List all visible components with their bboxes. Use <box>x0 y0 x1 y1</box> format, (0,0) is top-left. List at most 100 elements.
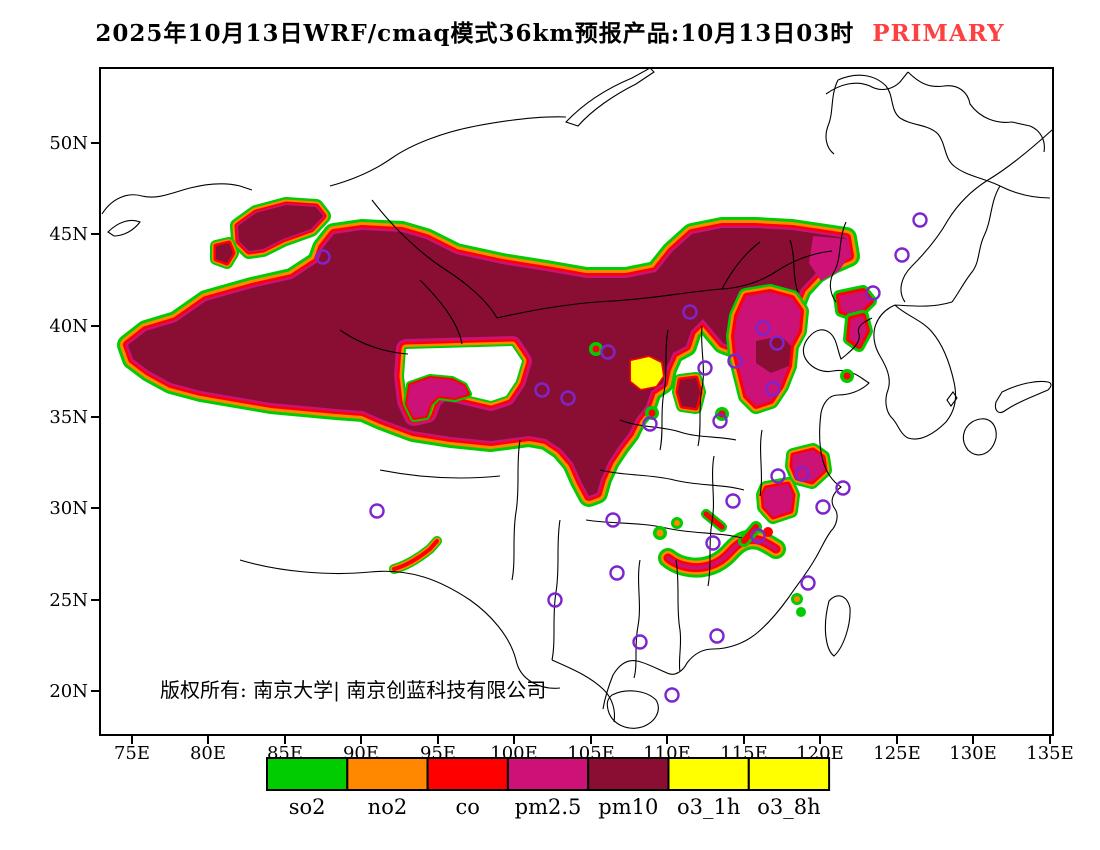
coast-russia-ne <box>894 301 953 307</box>
station-marker <box>750 528 766 544</box>
title-text: 2025年10月13日WRF/cmaq模式36km预报产品:10月13日03时 <box>95 20 855 47</box>
pm10-shanxi-patch <box>678 378 700 408</box>
y-axis-tick-label: 20N <box>49 681 88 702</box>
pollutant-dot <box>796 607 806 617</box>
province-hunan-v <box>633 559 641 679</box>
y-axis-tick-label: 40N <box>49 316 88 337</box>
border-mongolia-west <box>371 199 498 319</box>
province-shanxi-e <box>697 325 704 447</box>
station-marker <box>705 535 721 551</box>
legend-label-so2: so2 <box>289 795 326 819</box>
legend-swatch-no2 <box>346 757 429 791</box>
station-markers-layer <box>315 212 928 703</box>
pm25-qinghai-tongue <box>407 378 468 418</box>
station-marker <box>727 353 743 369</box>
legend-swatch-pm2.5 <box>506 757 590 791</box>
x-axis-tick-label: 125E <box>873 743 921 764</box>
pollutant-dot <box>794 596 800 602</box>
border-amur <box>837 74 1051 199</box>
station-marker <box>609 565 625 581</box>
station-marker <box>835 480 851 496</box>
station-marker <box>712 413 728 429</box>
province-shanxi-w <box>659 329 669 451</box>
legend-label-pm10: pm10 <box>598 795 658 819</box>
station-marker <box>682 304 698 320</box>
station-marker <box>912 212 928 228</box>
border-kazakh-lake <box>107 219 141 237</box>
station-marker <box>800 575 816 591</box>
pollutant-dot <box>674 520 680 526</box>
station-marker <box>547 592 563 608</box>
title-primary-label: PRIMARY <box>872 20 1005 47</box>
pm25-liaodong-a <box>839 291 871 316</box>
station-marker <box>794 466 810 482</box>
station-marker <box>770 468 786 484</box>
border-mongolia-south <box>496 250 833 319</box>
legend-swatch-so2 <box>266 757 349 791</box>
station-marker <box>664 687 680 703</box>
legend-label-o3_1h: o3_1h <box>677 795 740 819</box>
province-anhui-v <box>759 429 763 497</box>
border-heilongjiang <box>829 221 847 303</box>
station-marker <box>865 285 881 301</box>
legend-swatch-o3_1h <box>667 757 750 791</box>
province-yellow-river <box>619 419 737 441</box>
province-yungui <box>551 519 561 661</box>
y-axis-tick-label: 30N <box>49 498 88 519</box>
x-axis-tick-label: 135E <box>1026 743 1074 764</box>
border-kazakhstan <box>101 183 253 215</box>
coast-fareast <box>900 129 1053 303</box>
x-axis-tick-label: 80E <box>190 743 226 764</box>
legend-label-no2: no2 <box>368 795 408 819</box>
legend-swatch-co <box>426 757 509 791</box>
pm10-altai-region <box>238 205 323 251</box>
pollutant-dot <box>843 372 851 380</box>
pollutant-dot <box>592 345 600 353</box>
pm25-northeast-corner <box>809 236 849 281</box>
province-henan <box>599 469 745 491</box>
co-hubei-streak-rim-co <box>703 511 725 530</box>
legend-swatch-pm10 <box>587 757 670 791</box>
tibet-streak-rim-co <box>392 539 439 571</box>
station-marker <box>769 335 785 351</box>
legend-label-co: co <box>456 795 480 819</box>
island-taiwan <box>824 595 851 657</box>
coast-korea <box>873 304 957 440</box>
legend: so2 no2 co pm2.5 pm10 o3_1h o3_8h <box>266 757 831 819</box>
legend-label-o3_8h: o3_8h <box>757 795 820 819</box>
station-marker <box>600 344 616 360</box>
pm25-anhui-patch <box>763 484 793 517</box>
coastline-east <box>602 317 873 710</box>
pollutant-regions-layer <box>117 197 877 578</box>
province-yangtze <box>585 519 743 539</box>
border-altai-russia <box>329 116 567 187</box>
map-frame <box>99 67 1054 736</box>
station-marker <box>632 634 648 650</box>
x-axis-tick-label: 130E <box>949 743 997 764</box>
station-marker <box>642 416 658 432</box>
station-marker <box>815 499 831 515</box>
y-axis-tick-label: 35N <box>49 407 88 428</box>
province-hubei-v <box>707 455 715 587</box>
page-title: 2025年10月13日WRF/cmaq模式36km预报产品:10月13日03时 P… <box>0 14 1100 48</box>
y-axis-tick-label: 50N <box>49 133 88 154</box>
pollutant-dot <box>656 529 664 537</box>
x-axis-tick-label: 75E <box>114 743 150 764</box>
island-honshu-tip <box>994 380 1052 413</box>
border-jilin <box>789 239 799 293</box>
legend-swatch-o3_8h <box>747 757 831 791</box>
pollutant-dot <box>648 409 656 417</box>
station-marker <box>709 628 725 644</box>
border-hulunbuir <box>825 79 839 155</box>
station-marker <box>894 247 910 263</box>
pm10-altai-small <box>216 243 233 263</box>
border-ussuri <box>951 185 1001 303</box>
border-gansu-inner <box>339 329 409 355</box>
island-tsushima <box>946 391 958 407</box>
lake-baikal <box>565 67 655 127</box>
pm25-hunan-branch-rim-co <box>741 524 759 544</box>
pm25-jiangsu-patch <box>792 450 825 482</box>
island-kyushu <box>962 418 997 456</box>
legend-label-pm2.5: pm2.5 <box>515 795 582 819</box>
